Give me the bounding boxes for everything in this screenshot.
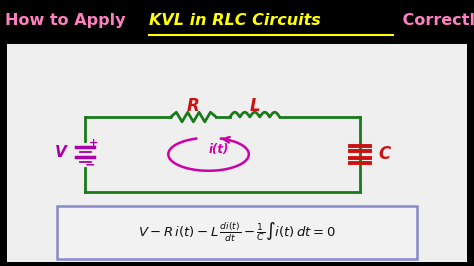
Text: KVL in RLC Circuits: KVL in RLC Circuits xyxy=(149,13,321,28)
Text: R: R xyxy=(187,97,200,115)
Text: −: − xyxy=(85,159,95,172)
Text: How to Apply: How to Apply xyxy=(5,13,131,28)
Bar xyxy=(57,206,417,259)
Text: +: + xyxy=(89,138,99,148)
Text: C: C xyxy=(378,145,391,163)
Text: i(t): i(t) xyxy=(209,143,229,156)
Text: V: V xyxy=(55,146,66,160)
Text: Correctly!: Correctly! xyxy=(397,13,474,28)
Text: L: L xyxy=(250,97,260,115)
Text: $V - R\,i(t) - L\,\frac{di(t)}{dt} - \frac{1}{C}\int i(t)\,dt = 0$: $V - R\,i(t) - L\,\frac{di(t)}{dt} - \fr… xyxy=(138,221,336,244)
